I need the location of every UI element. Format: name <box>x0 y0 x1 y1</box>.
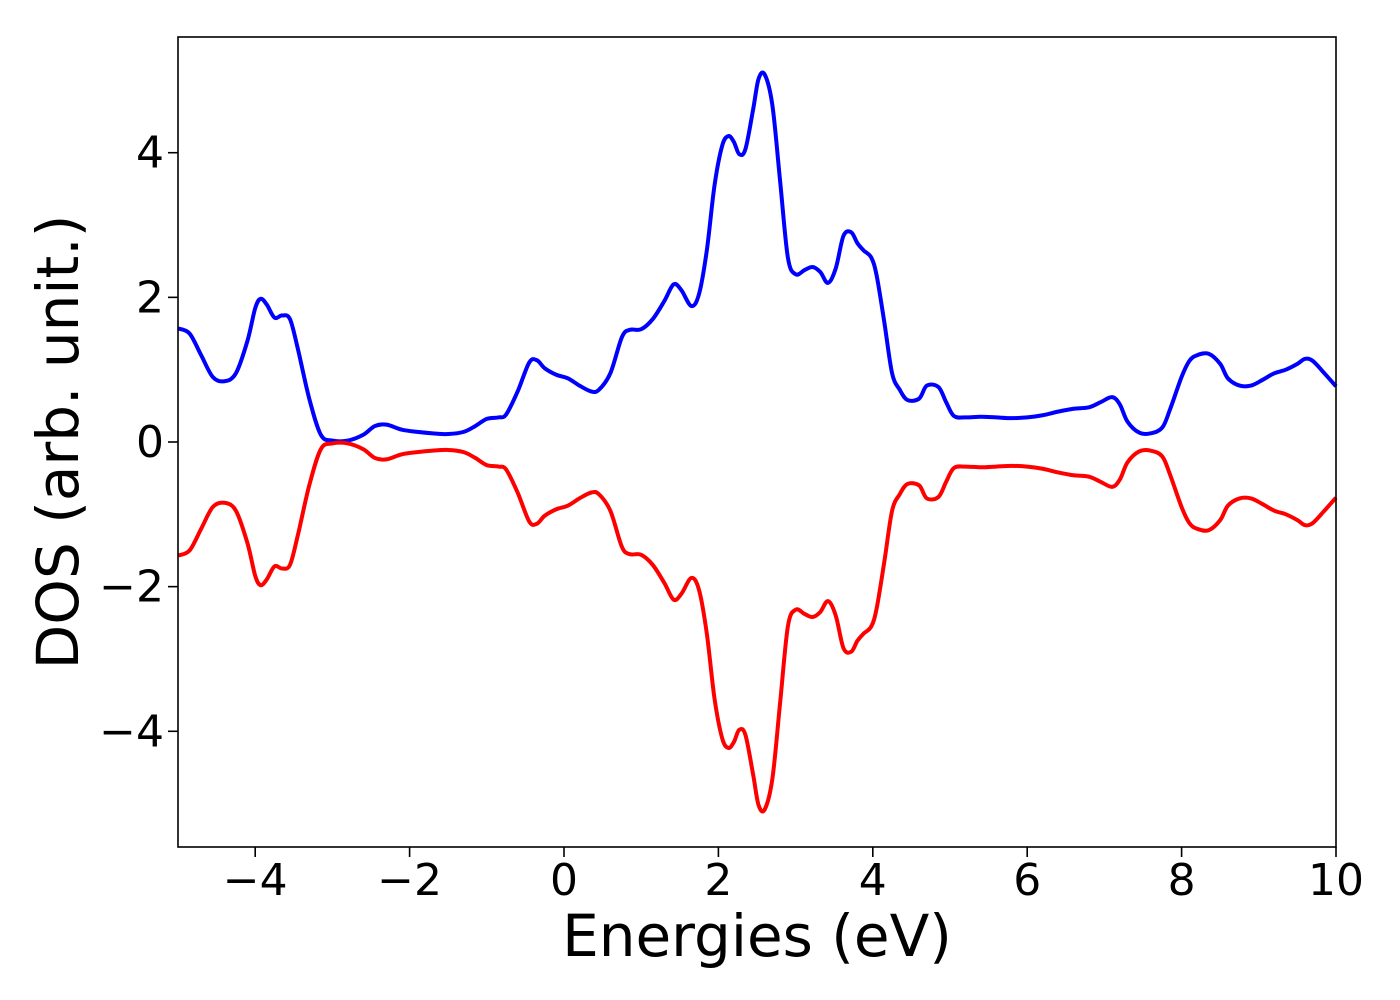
x-tick-label: 0 <box>550 855 578 906</box>
x-tick-label: −2 <box>377 855 442 906</box>
series-line-1 <box>177 440 1338 814</box>
y-tick-label: −2 <box>99 562 164 613</box>
series-line-0 <box>177 70 1338 444</box>
x-axis-label: Energies (eV) <box>562 902 952 970</box>
x-tick-label: 8 <box>1168 855 1196 906</box>
y-axis-ticks: −4 −2 0 2 4 <box>99 128 178 757</box>
x-tick-label: −4 <box>223 855 288 906</box>
y-tick-label: 0 <box>136 417 164 468</box>
x-tick-label: 2 <box>704 855 732 906</box>
y-axis-label: DOS (arb. unit.) <box>24 215 92 670</box>
y-tick-label: −4 <box>99 706 164 757</box>
x-tick-label: 4 <box>859 855 887 906</box>
x-axis-ticks: −4 −2 0 2 4 6 8 10 <box>223 847 1364 906</box>
y-tick-label: 2 <box>136 272 164 323</box>
y-tick-label: 4 <box>136 128 164 179</box>
x-tick-label: 6 <box>1013 855 1041 906</box>
x-tick-label: 10 <box>1308 855 1364 906</box>
series-layer <box>177 70 1338 814</box>
